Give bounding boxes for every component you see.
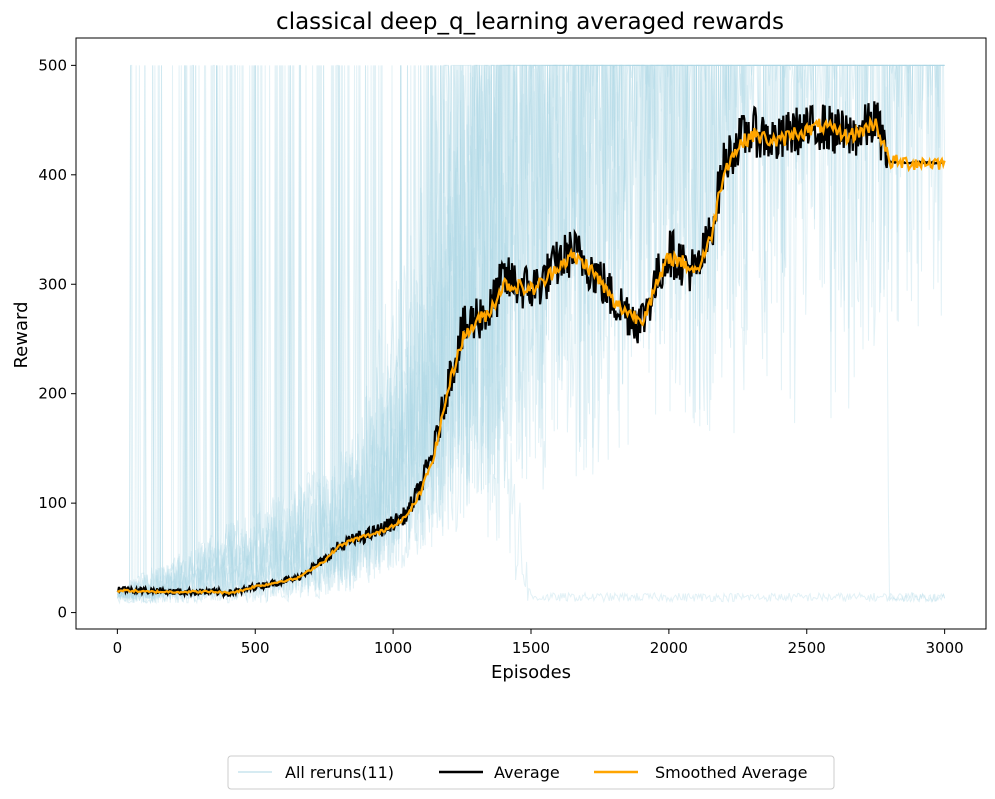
rerun-line bbox=[116, 64, 945, 603]
rerun-line bbox=[116, 64, 945, 605]
rerun-line bbox=[116, 64, 946, 604]
smoothed-line bbox=[116, 115, 946, 596]
y-tick-label: 500 bbox=[38, 56, 67, 74]
x-axis-label: Episodes bbox=[491, 662, 571, 683]
y-tick-label: 100 bbox=[38, 494, 67, 512]
x-tick-label: 1000 bbox=[374, 639, 412, 657]
legend-box bbox=[227, 755, 835, 790]
legend-label-smoothed: Smoothed Average bbox=[655, 763, 808, 782]
y-tick-label: 200 bbox=[38, 385, 67, 403]
x-tick-label: 1500 bbox=[512, 639, 550, 657]
x-tick-label: 500 bbox=[241, 639, 270, 657]
y-axis-label: Reward bbox=[11, 301, 32, 368]
x-tick-label: 3000 bbox=[926, 639, 964, 657]
legend: All reruns(11) Average Smoothed Average bbox=[227, 755, 835, 790]
x-axis: 0 500 1000 1500 2000 2500 3000 bbox=[113, 629, 964, 657]
chart-title: classical deep_q_learning averaged rewar… bbox=[276, 9, 784, 35]
rerun-line bbox=[117, 64, 945, 604]
x-tick-label: 2000 bbox=[650, 639, 688, 657]
rerun-line bbox=[117, 64, 945, 604]
y-axis: 0 100 200 300 400 500 bbox=[38, 56, 76, 622]
legend-label-reruns: All reruns(11) bbox=[285, 763, 394, 782]
rerun-line bbox=[116, 64, 945, 603]
y-tick-label: 300 bbox=[38, 275, 67, 293]
y-tick-label: 0 bbox=[57, 604, 67, 622]
rerun-line bbox=[116, 64, 945, 605]
rerun-line bbox=[117, 64, 946, 603]
x-tick-label: 0 bbox=[113, 639, 123, 657]
legend-label-average: Average bbox=[494, 763, 560, 782]
plot-area bbox=[116, 64, 946, 605]
rerun-line bbox=[116, 64, 945, 604]
y-tick-label: 400 bbox=[38, 166, 67, 184]
rerun-line bbox=[117, 64, 945, 603]
rerun-line bbox=[116, 65, 946, 605]
x-tick-label: 2500 bbox=[788, 639, 826, 657]
